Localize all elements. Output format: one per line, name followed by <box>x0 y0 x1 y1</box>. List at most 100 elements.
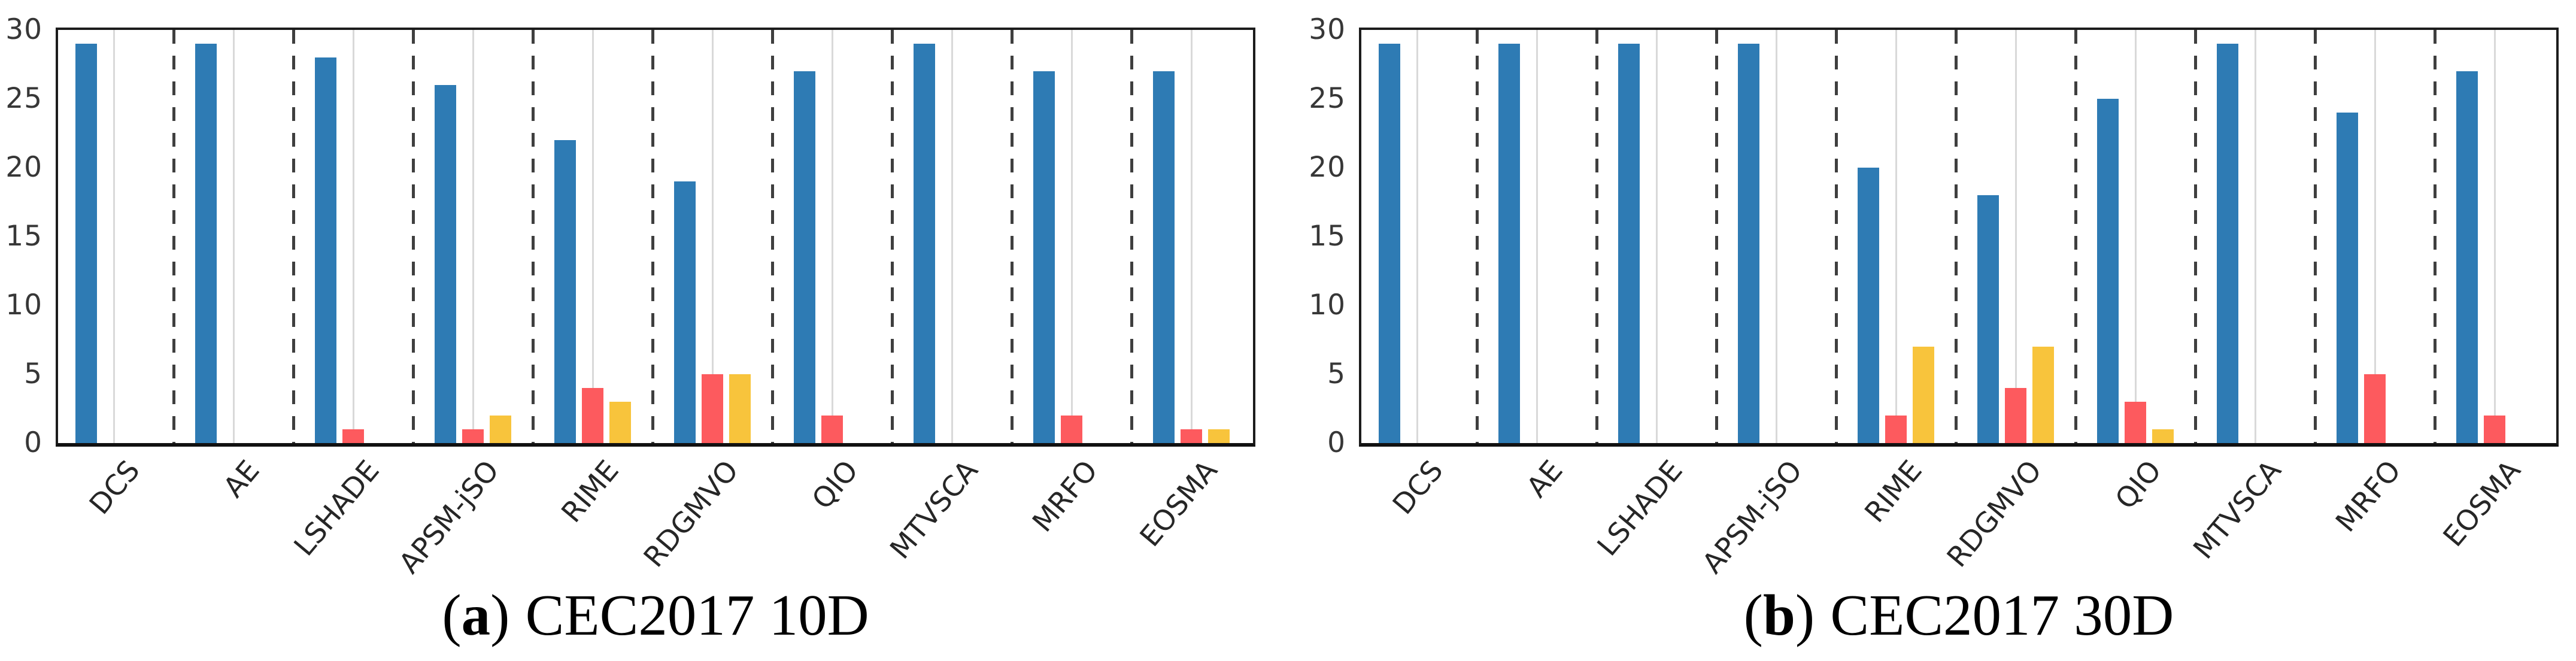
group-separator-a-5 <box>651 30 654 443</box>
chart-panel-a-plot-area <box>56 28 1255 447</box>
bar-blue-a-QIO <box>794 71 815 443</box>
bar-blue-b-QIO <box>2097 99 2119 443</box>
category-gridline-a-DCS <box>113 30 115 443</box>
caption-a-letter: a <box>461 583 491 647</box>
group-separator-a-2 <box>292 30 295 443</box>
y-tick-label-b-0: 0 <box>1327 426 1346 459</box>
bar-blue-b-DCS <box>1379 44 1400 443</box>
caption-b-close-paren: ) <box>1795 583 1815 647</box>
bar-red-b-QIO <box>2125 402 2146 443</box>
y-tick-label-a-15: 15 <box>5 220 43 253</box>
y-tick-label-a-20: 20 <box>5 151 43 184</box>
category-gridline-b-RDGMVO <box>2015 30 2017 443</box>
y-tick-label-a-0: 0 <box>24 426 43 459</box>
category-gridline-a-LSHADE <box>353 30 354 443</box>
group-separator-b-6 <box>2074 30 2077 443</box>
caption-panel-b: (b) CEC2017 30D <box>1359 582 2559 648</box>
bar-red-b-MRFO <box>2364 374 2386 443</box>
bar-blue-b-MTVSCA <box>2217 44 2238 443</box>
bar-yellow-b-RIME <box>1913 347 1934 443</box>
group-separator-b-9 <box>2434 30 2437 443</box>
bar-blue-a-MRFO <box>1033 71 1055 443</box>
bar-blue-a-EOSMA <box>1153 71 1175 443</box>
group-separator-b-5 <box>1955 30 1958 443</box>
group-separator-b-8 <box>2314 30 2317 443</box>
category-gridline-b-DCS <box>1416 30 1418 443</box>
group-separator-a-7 <box>891 30 894 443</box>
bar-blue-a-LSHADE <box>315 57 336 443</box>
bar-blue-b-MRFO <box>2337 113 2358 443</box>
group-separator-a-4 <box>532 30 535 443</box>
y-tick-label-b-25: 25 <box>1309 82 1346 115</box>
bar-yellow-a-RDGMVO <box>729 374 751 443</box>
caption-b-letter: b <box>1762 583 1795 647</box>
y-tick-label-a-5: 5 <box>24 357 43 390</box>
y-tick-label-a-10: 10 <box>5 289 43 322</box>
caption-panel-a: (a) CEC2017 10D <box>56 582 1255 648</box>
bar-blue-b-LSHADE <box>1618 44 1640 443</box>
y-tick-label-a-25: 25 <box>5 82 43 115</box>
group-separator-b-3 <box>1715 30 1718 443</box>
caption-b-open-paren: ( <box>1743 583 1763 647</box>
bar-blue-a-RDGMVO <box>674 181 696 443</box>
group-separator-a-8 <box>1011 30 1014 443</box>
y-tick-label-b-15: 15 <box>1309 220 1346 253</box>
bar-blue-a-AE <box>195 44 217 443</box>
caption-a-close-paren: ) <box>490 583 510 647</box>
bar-yellow-a-APSM-jSO <box>490 416 511 443</box>
bar-blue-a-RIME <box>554 140 576 443</box>
category-gridline-b-AE <box>1536 30 1538 443</box>
bar-red-a-RIME <box>582 388 603 443</box>
bar-blue-a-MTVSCA <box>914 44 935 443</box>
chart-panel-b-plot-area <box>1359 28 2559 447</box>
category-gridline-b-MRFO <box>2374 30 2376 443</box>
group-separator-b-2 <box>1595 30 1598 443</box>
bar-blue-a-DCS <box>75 44 97 443</box>
category-gridline-a-RDGMVO <box>712 30 714 443</box>
bar-red-a-APSM-jSO <box>462 429 484 443</box>
bar-blue-b-RDGMVO <box>1977 195 1999 443</box>
y-tick-label-a-30: 30 <box>5 13 43 46</box>
bar-blue-b-APSM-jSO <box>1738 44 1759 443</box>
bar-blue-b-AE <box>1498 44 1520 443</box>
bar-red-b-EOSMA <box>2484 416 2505 443</box>
bar-blue-b-EOSMA <box>2456 71 2478 443</box>
bar-yellow-a-RIME <box>609 402 631 443</box>
category-gridline-a-MTVSCA <box>951 30 953 443</box>
bar-red-a-RDGMVO <box>702 374 723 443</box>
bar-yellow-b-RDGMVO <box>2032 347 2054 443</box>
y-tick-label-b-20: 20 <box>1309 151 1346 184</box>
category-gridline-a-AE <box>233 30 235 443</box>
caption-b-text: CEC2017 30D <box>1830 583 2174 647</box>
group-separator-b-1 <box>1476 30 1479 443</box>
category-gridline-a-RIME <box>592 30 594 443</box>
category-gridline-a-EOSMA <box>1191 30 1193 443</box>
y-tick-label-b-30: 30 <box>1309 13 1346 46</box>
bar-red-a-QIO <box>821 416 843 443</box>
category-gridline-a-APSM-jSO <box>472 30 474 443</box>
caption-a-text: CEC2017 10D <box>525 583 869 647</box>
category-gridline-b-QIO <box>2135 30 2137 443</box>
bar-red-a-MRFO <box>1061 416 1082 443</box>
bar-red-b-RDGMVO <box>2005 388 2026 443</box>
bar-blue-a-APSM-jSO <box>435 85 456 443</box>
category-gridline-b-APSM-jSO <box>1776 30 1777 443</box>
group-separator-a-3 <box>412 30 415 443</box>
group-separator-a-6 <box>771 30 774 443</box>
category-gridline-b-RIME <box>1895 30 1897 443</box>
group-separator-b-7 <box>2194 30 2197 443</box>
bar-red-a-LSHADE <box>342 429 364 443</box>
y-tick-label-b-5: 5 <box>1327 357 1346 390</box>
category-gridline-b-LSHADE <box>1656 30 1658 443</box>
category-gridline-b-EOSMA <box>2494 30 2496 443</box>
caption-a-open-paren: ( <box>442 583 462 647</box>
y-tick-label-b-10: 10 <box>1309 289 1346 322</box>
group-separator-a-9 <box>1130 30 1133 443</box>
bar-red-b-RIME <box>1885 416 1907 443</box>
category-gridline-b-MTVSCA <box>2255 30 2256 443</box>
bar-red-a-EOSMA <box>1181 429 1202 443</box>
bar-yellow-b-QIO <box>2152 429 2174 443</box>
bar-yellow-a-EOSMA <box>1208 429 1230 443</box>
group-separator-a-1 <box>172 30 175 443</box>
